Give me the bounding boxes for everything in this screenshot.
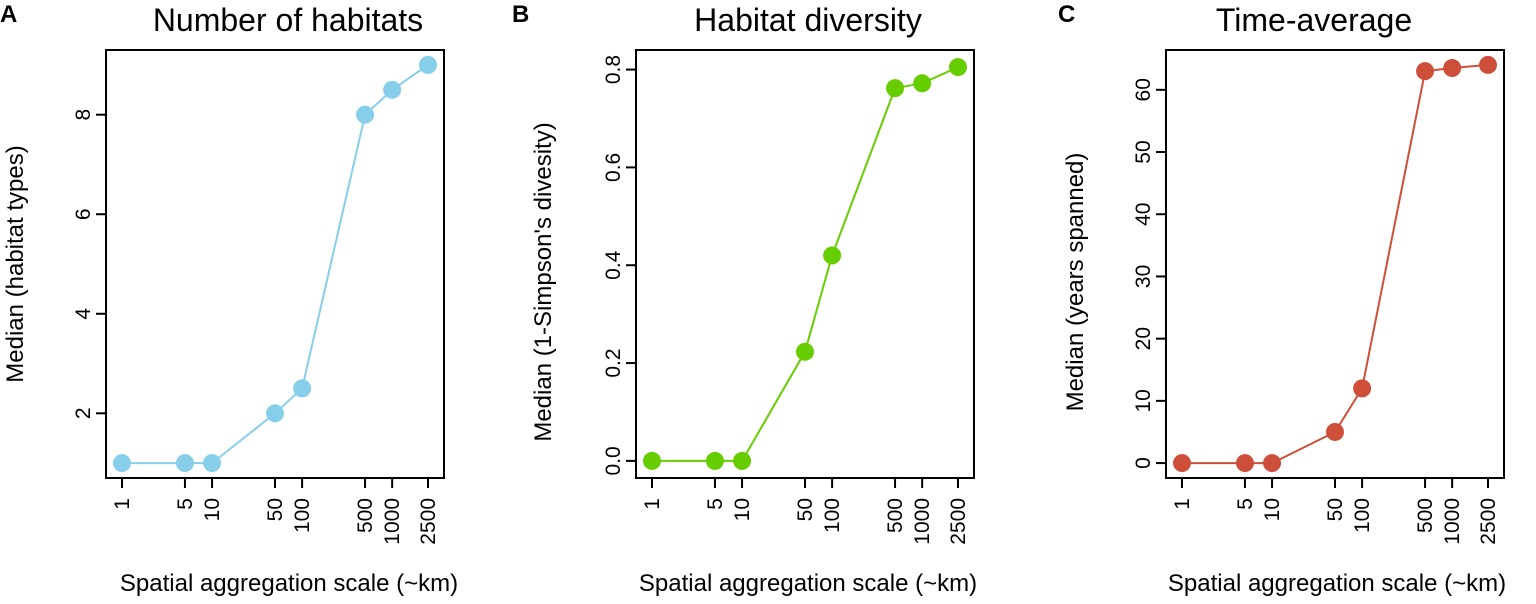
panel-c-series (1173, 55, 1497, 473)
panel-c-letter: C (1058, 1, 1075, 28)
panel-b-x-tick-label: 1 (641, 498, 664, 510)
panel-c-x-tick-label: 1 (1171, 498, 1194, 510)
panel-b-data-point (823, 246, 842, 265)
panel-b: B Habitat diversity Spatial aggregation … (512, 1, 977, 597)
panel-a-data-point (175, 454, 194, 473)
panel-c-data-point (1263, 454, 1282, 473)
panel-a-x-tick-label: 1 (111, 498, 134, 510)
panel-c-data-point (1416, 62, 1435, 81)
panel-b-x-tick-label: 2500 (947, 498, 970, 545)
panel-a-x-axis-label: Spatial aggregation scale (~km) (120, 570, 458, 597)
panel-c-x-ticks: 1 5 10 50 100 500 1000 2500 (1171, 478, 1500, 545)
panel-b-x-tick-label: 5 (704, 498, 727, 510)
panel-a-letter: A (0, 1, 17, 28)
panel-a-data-point (293, 379, 312, 398)
panel-c-y-tick-label: 20 (1132, 327, 1155, 350)
panel-b-series (643, 58, 967, 470)
panel-c-x-tick-label: 50 (1324, 498, 1347, 521)
panel-b-y-tick-label: 0.8 (602, 55, 625, 84)
panel-b-data-point (705, 451, 724, 470)
panel-c-y-tick-label: 10 (1132, 389, 1155, 412)
panel-c-data-point (1235, 454, 1254, 473)
panel-b-x-tick-label: 100 (821, 498, 844, 533)
panel-a: A Number of habitats Spatial aggregation… (0, 1, 458, 597)
panel-a-data-point (113, 454, 131, 473)
panel-c-y-axis-label: Median (years spanned) (1062, 153, 1089, 412)
panel-a-x-tick-label: 10 (201, 498, 224, 521)
panel-a-x-tick-label: 50 (264, 498, 287, 521)
panel-b-y-ticks: 0.0 0.2 0.4 0.6 0.8 (602, 55, 636, 475)
panel-c-x-axis-label: Spatial aggregation scale (~km) (1168, 570, 1506, 597)
panel-c-x-tick-label: 5 (1234, 498, 1257, 510)
panel-c-data-point (1353, 379, 1372, 398)
panel-c-x-tick-label: 100 (1351, 498, 1374, 533)
panel-b-x-tick-label: 10 (731, 498, 754, 521)
panel-c-series-line (1182, 63, 1489, 465)
panel-a-x-tick-label: 100 (291, 498, 314, 533)
panel-c-x-tick-label: 1000 (1441, 498, 1464, 545)
panel-c-x-tick-label: 500 (1414, 498, 1437, 533)
panel-b-y-tick-label: 0.0 (602, 446, 625, 475)
panel-a-data-point (203, 454, 222, 473)
panel-b-data-point (643, 451, 661, 470)
panel-a-x-tick-label: 2500 (417, 498, 440, 545)
panel-c-x-tick-label: 2500 (1477, 498, 1500, 545)
panel-c-data-point (1326, 422, 1344, 441)
panel-a-data-point (266, 404, 284, 423)
panel-b-x-axis-label: Spatial aggregation scale (~km) (639, 570, 977, 597)
panel-c-x-tick-label: 10 (1261, 498, 1284, 521)
panel-c-y-tick-label: 30 (1132, 265, 1155, 288)
panel-c-data-point (1173, 454, 1191, 473)
panel-a-x-tick-label: 1000 (381, 498, 404, 545)
panel-b-letter: B (512, 1, 529, 28)
panel-a-y-ticks: 2 4 6 8 (72, 109, 106, 419)
panel-b-y-tick-label: 0.4 (602, 250, 625, 280)
panel-b-data-point (949, 58, 967, 77)
panel-b-x-tick-label: 1000 (911, 498, 934, 545)
panel-c-title: Time-average (1216, 2, 1412, 38)
panel-c-y-ticks: 0 10 20 30 40 50 60 (1132, 78, 1166, 469)
panel-a-series (113, 55, 437, 473)
panel-c: C Time-average Spatial aggregation scale… (1058, 1, 1506, 597)
panel-b-data-point (886, 79, 905, 98)
panel-b-y-tick-label: 0.6 (602, 153, 625, 182)
panel-c-data-point (1443, 59, 1462, 78)
panel-c-y-tick-label: 40 (1132, 203, 1155, 226)
panel-b-plot-frame (635, 49, 975, 479)
panel-b-x-tick-label: 500 (884, 498, 907, 533)
panel-b-data-point (733, 451, 752, 470)
panel-a-series-line (122, 64, 429, 465)
panel-b-y-tick-label: 0.2 (602, 348, 625, 377)
panel-a-x-tick-label: 5 (174, 498, 197, 510)
panel-b-x-ticks: 1 5 10 50 100 500 1000 2500 (641, 478, 970, 545)
panel-a-y-tick-label: 4 (72, 308, 95, 320)
panel-a-y-tick-label: 6 (72, 208, 95, 220)
panel-b-y-axis-label: Median (1-Simpson's divesity) (530, 122, 557, 441)
panel-a-y-axis-label: Median (habitat types) (2, 145, 29, 382)
panel-b-series-line (652, 66, 959, 462)
panel-a-x-ticks: 1 5 10 50 100 500 1000 2500 (111, 478, 440, 545)
panel-b-title: Habitat diversity (694, 2, 922, 38)
panel-a-title: Number of habitats (153, 2, 423, 38)
panel-b-data-point (796, 342, 814, 361)
panel-a-x-tick-label: 500 (354, 498, 377, 533)
panel-c-y-tick-label: 0 (1132, 457, 1155, 469)
panel-b-data-point (913, 74, 932, 93)
panel-a-data-point (356, 105, 375, 124)
panel-c-plot-frame (1165, 49, 1505, 479)
panel-a-data-point (419, 55, 437, 74)
panel-c-data-point (1479, 55, 1497, 74)
panel-c-y-tick-label: 60 (1132, 78, 1155, 101)
panel-a-data-point (383, 80, 402, 99)
panel-c-y-tick-label: 50 (1132, 140, 1155, 163)
panel-b-x-tick-label: 50 (794, 498, 817, 521)
panel-a-y-tick-label: 8 (72, 109, 95, 121)
panel-a-y-tick-label: 2 (72, 407, 95, 419)
